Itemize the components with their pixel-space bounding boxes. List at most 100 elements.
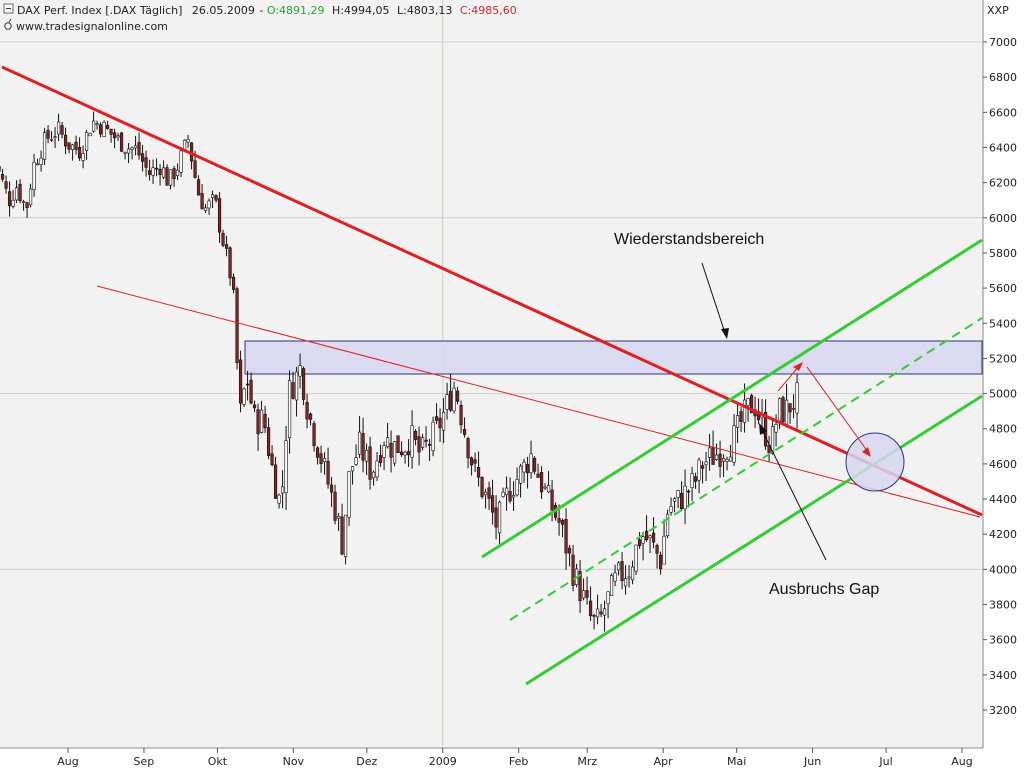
candle-body <box>19 184 22 201</box>
candle-body <box>99 125 102 134</box>
candle-body <box>369 447 372 480</box>
candle-body <box>687 491 690 492</box>
candle-body <box>505 488 508 495</box>
candle-body <box>425 440 428 441</box>
y-tick-label: 4800 <box>989 423 1017 436</box>
x-tick-label: Nov <box>283 755 305 768</box>
candle-body <box>29 189 32 205</box>
y-tick-label: 5000 <box>989 388 1017 401</box>
candle-body <box>631 567 634 580</box>
candle-body <box>572 555 575 585</box>
candle-body <box>264 414 267 428</box>
y-tick-label: 6800 <box>989 71 1017 84</box>
candle-body <box>628 577 631 578</box>
y-tick-label: 5400 <box>989 317 1017 330</box>
candle-body <box>778 399 781 421</box>
candle-body <box>358 432 361 454</box>
candle-body <box>75 142 78 149</box>
candle-body <box>313 424 316 446</box>
candle-body <box>302 369 305 400</box>
candle-body <box>201 193 204 209</box>
candle-body <box>404 452 407 455</box>
candle-body <box>96 124 99 125</box>
candle-body <box>736 415 739 427</box>
candle-body <box>372 472 375 478</box>
candle-body <box>747 398 750 405</box>
candle-body <box>344 515 347 556</box>
x-tick-label: Okt <box>208 755 228 768</box>
candle-body <box>106 125 109 128</box>
candle-body <box>33 162 36 189</box>
x-tick-label: Mai <box>727 755 746 768</box>
candle-body <box>131 148 134 150</box>
candle-body <box>316 448 319 458</box>
candle-body <box>712 448 715 465</box>
candle-body <box>386 438 389 447</box>
candle-body <box>239 360 242 403</box>
candle-body <box>155 168 158 169</box>
candle-body <box>491 496 494 513</box>
candle-body <box>502 492 505 496</box>
candle-body <box>526 464 529 473</box>
candle-body <box>691 473 694 487</box>
candle-body <box>1 174 4 179</box>
candle-body <box>145 158 148 168</box>
candle-body <box>92 121 95 131</box>
y-tick-label: 3400 <box>989 669 1017 682</box>
candle-body <box>120 133 123 151</box>
candle-body <box>740 411 743 421</box>
candle-body <box>397 436 400 453</box>
candle-body <box>673 499 676 502</box>
header-close: C:4985,60 <box>460 4 517 17</box>
candle-body <box>12 200 15 206</box>
candle-body <box>309 414 312 419</box>
candle-body <box>71 145 74 150</box>
candle-body <box>176 170 179 176</box>
candle-body <box>288 380 291 437</box>
y-tick-label: 6400 <box>989 141 1017 154</box>
candle-body <box>138 142 141 155</box>
candle-body <box>54 137 57 138</box>
candle-body <box>624 579 627 586</box>
candle-body <box>348 471 351 517</box>
candle-body <box>257 410 260 434</box>
candle-body <box>152 168 155 175</box>
candle-body <box>484 492 487 495</box>
candle-body <box>467 438 470 457</box>
candle-body <box>57 122 60 134</box>
y-tick-label: 3800 <box>989 599 1017 612</box>
candle-body <box>617 563 620 570</box>
x-tick-label: Aug <box>57 755 78 768</box>
candle-body <box>656 545 659 553</box>
candle-body <box>50 139 53 140</box>
candle-body <box>446 395 449 410</box>
candle-body <box>330 485 333 492</box>
candle-body <box>362 433 365 460</box>
candle-body <box>390 443 393 457</box>
candle-body <box>285 441 288 493</box>
candle-body <box>453 388 456 411</box>
candle-body <box>204 208 207 211</box>
candle-body <box>519 466 522 483</box>
candle-body <box>218 199 221 233</box>
candle-body <box>418 437 421 452</box>
candle-body <box>435 417 438 421</box>
candle-body <box>495 508 498 527</box>
candle-body <box>456 391 459 401</box>
y-tick-label: 7000 <box>989 36 1017 49</box>
candle-body <box>677 490 680 497</box>
candle-body <box>785 400 788 425</box>
instrument-title: DAX Perf. Index [.DAX Täglich] <box>17 4 182 17</box>
y-tick-label: 5800 <box>989 247 1017 260</box>
candle-body <box>726 459 729 461</box>
header-high: H:4994,05 <box>332 4 389 17</box>
candle-body <box>600 612 603 614</box>
candle-body <box>789 404 792 413</box>
candle-body <box>586 591 589 598</box>
candle-body <box>477 467 480 477</box>
candle-body <box>607 592 610 604</box>
candle-body <box>719 454 722 466</box>
candle-body <box>442 412 445 430</box>
candle-body <box>306 402 309 419</box>
